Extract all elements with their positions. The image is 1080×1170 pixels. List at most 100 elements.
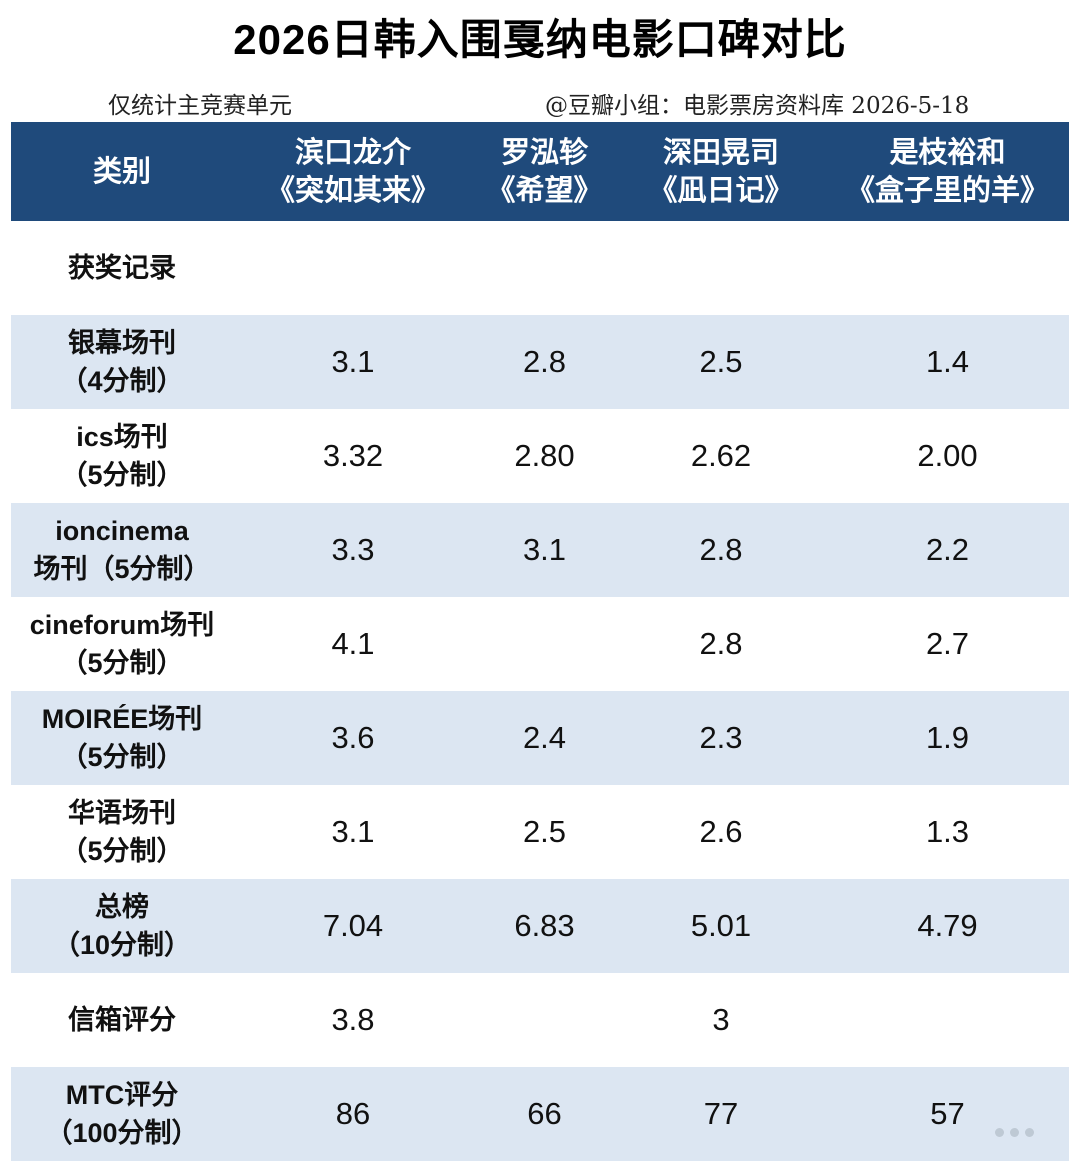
score-cell: 4.79 (917, 908, 978, 943)
table-row: 华语场刊 （5分制） 3.1 2.5 2.6 1.3 (11, 785, 1069, 879)
category-label: 银幕场刊 (68, 328, 176, 358)
table-row: MTC评分 （100分制） 86 66 77 57 (11, 1067, 1069, 1161)
watermark-dot (995, 1128, 1004, 1137)
category-scale: （5分制） (60, 460, 184, 490)
film-2-title: 《希望》 (486, 174, 603, 207)
category-label: 获奖记录 (68, 253, 176, 283)
score-cell (616, 221, 826, 315)
score-cell (233, 221, 473, 315)
film-3-title: 《凪日记》 (648, 174, 794, 207)
score-cell: 2.00 (917, 438, 978, 473)
header-category: 类别 (92, 155, 151, 188)
score-cell: 5.01 (690, 908, 752, 943)
row-category: 银幕场刊 （4分制） (11, 315, 233, 409)
score-cell: 57 (930, 1096, 965, 1131)
score-cell: 2.8 (699, 626, 743, 661)
score-cell: 3.3 (331, 532, 375, 567)
score-cell: 6.83 (514, 908, 575, 943)
score-cell: 2.5 (699, 344, 743, 379)
table-row: MOIRÉE场刊 （5分制） 3.6 2.4 2.3 1.9 (11, 691, 1069, 785)
header-film-1: 滨口龙介 《突如其来》 (233, 122, 473, 221)
score-cell (826, 973, 1069, 1067)
score-cell: 7.04 (322, 908, 384, 943)
table-row: 获奖记录 (11, 221, 1069, 315)
row-category: ics场刊 （5分制） (11, 409, 233, 503)
table-row: cineforum场刊 （5分制） 4.1 2.8 2.7 (11, 597, 1069, 691)
row-category: 信箱评分 (11, 973, 233, 1067)
score-cell: 1.9 (925, 720, 970, 755)
header-film-3: 深田晃司 《凪日记》 (616, 122, 826, 221)
score-cell: 66 (527, 1096, 562, 1131)
score-cell: 3.1 (331, 344, 375, 379)
header-film-2: 罗泓轸 《希望》 (473, 122, 616, 221)
score-cell: 4.1 (331, 626, 375, 661)
category-label: 华语场刊 (68, 798, 176, 828)
score-cell: 86 (335, 1096, 371, 1131)
table-body: 获奖记录银幕场刊 （4分制） 3.1 2.8 2.5 1.4 ics场刊 （5分制） 3.32 2… (11, 221, 1069, 1161)
film-4-director: 是枝裕和 (889, 136, 1006, 169)
page-title: 2026日韩入围戛纳电影口碑对比 (233, 16, 847, 63)
score-cell: 3.1 (522, 532, 567, 567)
score-cell: 3.8 (331, 1002, 375, 1037)
category-scale: （5分制） (60, 648, 184, 678)
score-cell: 2.7 (925, 626, 970, 661)
score-cell: 2.80 (514, 438, 575, 473)
score-cell: 2.62 (690, 438, 752, 473)
header-film-4: 是枝裕和 《盒子里的羊》 (826, 122, 1069, 221)
row-category: MOIRÉE场刊 （5分制） (11, 691, 233, 785)
table-row: 银幕场刊 （4分制） 3.1 2.8 2.5 1.4 (11, 315, 1069, 409)
score-cell (473, 973, 616, 1067)
table-header: 类别 滨口龙介 《突如其来》 罗泓轸 《希望》 深田晃司 《凪日记》 是枝裕和 … (11, 122, 1069, 221)
category-label: MTC评分 (65, 1080, 179, 1110)
film-3-director: 深田晃司 (662, 136, 779, 169)
film-1-title: 《突如其来》 (265, 174, 440, 207)
score-cell: 3.1 (331, 814, 375, 849)
score-cell (473, 221, 616, 315)
score-cell: 1.4 (925, 344, 970, 379)
source-credit: @豆瓣小组：电影票房资料库 2026-5-18 (545, 93, 970, 119)
score-cell: 2.8 (522, 344, 567, 379)
score-cell: 2.6 (699, 814, 743, 849)
score-cell (473, 597, 616, 691)
score-cell: 3.6 (331, 720, 375, 755)
row-category: MTC评分 （100分制） (11, 1067, 233, 1161)
table-row: 总榜 （10分制） 7.04 6.83 5.01 4.79 (11, 879, 1069, 973)
category-label: ics场刊 (76, 422, 168, 452)
score-cell: 3.32 (322, 438, 384, 473)
row-category: 总榜 （10分制） (11, 879, 233, 973)
score-cell: 2.3 (699, 720, 743, 755)
watermark-dot (1010, 1128, 1019, 1137)
category-label: 信箱评分 (68, 1005, 176, 1035)
table-row: ioncinema 场刊（5分制） 3.3 3.1 2.8 2.2 (11, 503, 1069, 597)
category-scale: （4分制） (60, 366, 184, 396)
category-label: cineforum场刊 (29, 610, 215, 640)
watermark-dot (1025, 1128, 1034, 1137)
comparison-table: 类别 滨口龙介 《突如其来》 罗泓轸 《希望》 深田晃司 《凪日记》 是枝裕和 … (11, 122, 1069, 1161)
watermark-dots (995, 1128, 1034, 1137)
row-category: ioncinema 场刊（5分制） (11, 503, 233, 597)
row-category: cineforum场刊 （5分制） (11, 597, 233, 691)
film-1-director: 滨口龙介 (294, 136, 411, 169)
category-scale: （5分制） (60, 836, 184, 866)
score-cell: 77 (703, 1096, 739, 1131)
score-cell: 2.8 (699, 532, 743, 567)
scope-note: 仅统计主竞赛单元 (108, 93, 292, 119)
film-2-director: 罗泓轸 (500, 136, 588, 169)
category-scale: （100分制） (45, 1118, 199, 1148)
category-scale: （10分制） (52, 930, 192, 960)
score-cell: 2.5 (522, 814, 567, 849)
score-cell: 1.3 (925, 814, 970, 849)
film-4-title: 《盒子里的羊》 (845, 174, 1049, 207)
table-row: ics场刊 （5分制） 3.32 2.80 2.62 2.00 (11, 409, 1069, 503)
row-category: 华语场刊 （5分制） (11, 785, 233, 879)
category-label: 总榜 (95, 892, 149, 922)
category-label: MOIRÉE场刊 (41, 704, 203, 734)
category-scale: （5分制） (60, 742, 184, 772)
row-category: 获奖记录 (11, 221, 233, 315)
score-cell: 3 (712, 1002, 730, 1037)
category-scale: 场刊（5分制） (33, 554, 211, 584)
category-label: ioncinema (55, 516, 189, 546)
table-row: 信箱评分 3.8 3 (11, 973, 1069, 1067)
score-cell: 2.2 (925, 532, 970, 567)
score-cell: 2.4 (522, 720, 567, 755)
